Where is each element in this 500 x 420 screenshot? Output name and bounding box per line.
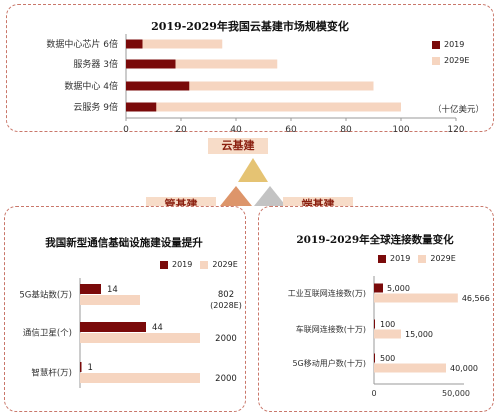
edge-chart-title: 2019-2029年全球连接数量变化 — [296, 234, 454, 246]
cloud-chart-title: 2019-2029年我国云基建市场规模变化 — [151, 20, 349, 33]
x-tick-label: 0 — [123, 125, 129, 135]
edge-panel — [258, 206, 494, 412]
value-label-2029e-note: (2028E) — [210, 301, 242, 310]
legend-swatch-2019 — [378, 254, 386, 263]
x-tick-label: 80 — [340, 125, 352, 135]
value-label-2029e: 2000 — [215, 334, 237, 344]
cloud-tag: 云基建 — [208, 138, 268, 154]
category-label: 服务器 3倍 — [73, 58, 118, 70]
value-label-2019: 500 — [380, 354, 395, 363]
bar-2019 — [126, 102, 157, 112]
pipe-chart-title: 我国新型通信基础设施建设量提升 — [45, 237, 203, 249]
category-label: 云服务 9倍 — [73, 101, 118, 113]
cloud-legend-2019: 2019 — [432, 40, 464, 49]
value-label-2029e: 802 — [218, 290, 234, 300]
category-label: 数据中心 4倍 — [64, 80, 118, 92]
x-tick-label: 50,000 — [442, 389, 470, 398]
legend-label-2029e: 2029E — [430, 254, 456, 263]
legend-label-2019: 2019 — [390, 254, 411, 263]
x-tick-label: 60 — [285, 125, 297, 135]
legend-swatch-2019 — [160, 260, 168, 269]
x-tick-label: 0 — [371, 389, 376, 398]
bar-2019 — [80, 362, 82, 372]
legend-swatch-2029e — [432, 56, 440, 65]
value-label-2019: 14 — [107, 285, 118, 295]
value-label-2019: 1 — [88, 363, 93, 373]
bar-2029e — [80, 373, 200, 383]
pipe-legend: 2019 2029E — [160, 260, 238, 269]
legend-label-2029e: 2029E — [444, 56, 470, 65]
bar-2029e — [126, 81, 374, 91]
value-label-2019: 44 — [152, 323, 163, 333]
edge-legend: 2019 2029E — [378, 254, 456, 263]
value-label-2029e: 46,566 — [462, 294, 490, 303]
legend-label-2029e: 2029E — [212, 260, 238, 269]
bar-2019 — [374, 319, 375, 329]
legend-label-2019: 2019 — [444, 40, 465, 49]
value-label-2029e: 15,000 — [405, 330, 433, 339]
category-label: 车联网连接数(十万) — [296, 324, 366, 334]
value-label-2029e: 2000 — [215, 374, 237, 384]
value-label-2019: 5,000 — [387, 284, 410, 293]
category-label: 通信卫星(个) — [23, 328, 72, 339]
x-tick-label: 20 — [175, 125, 187, 135]
bar-2029e — [80, 333, 200, 343]
legend-swatch-2029e — [200, 260, 209, 269]
bar-2029e — [126, 59, 278, 69]
category-label: 5G基站数(万) — [19, 290, 72, 301]
legend-swatch-2029e — [418, 254, 427, 263]
bar-2019 — [126, 59, 176, 69]
category-label: 智慧杆(万) — [31, 368, 72, 379]
x-tick-label: 120 — [447, 125, 464, 135]
cloud-legend-2029e: 2029E — [432, 56, 469, 65]
bar-2019 — [374, 353, 375, 363]
bar-2029e — [80, 295, 140, 305]
x-tick-label: 100 — [392, 125, 409, 135]
category-label: 5G移动用户数(十万) — [292, 358, 366, 368]
bar-2029e — [126, 39, 223, 49]
unit-note: （十亿美元） — [433, 104, 484, 115]
pipe-chart: 5G基站数(万) 14 802(2028E) 通信卫星(个) 44 2000 智慧杆(万) 1… — [19, 278, 242, 388]
bar-2019 — [374, 283, 383, 293]
bar-2029e — [374, 293, 458, 303]
bar-2019 — [80, 322, 146, 332]
x-tick-label: 40 — [230, 125, 242, 135]
value-label-2029e: 40,000 — [450, 364, 478, 373]
category-label: 工业互联网连接数(万) — [288, 288, 366, 298]
bar-2029e — [374, 329, 401, 339]
bar-2019 — [80, 284, 101, 294]
category-label: 数据中心芯片 6倍 — [46, 38, 118, 50]
bar-2029e — [374, 363, 446, 373]
legend-swatch-2019 — [432, 40, 440, 49]
bar-2019 — [126, 81, 190, 91]
legend-label-2019: 2019 — [172, 260, 193, 269]
bar-2019 — [126, 39, 143, 49]
recycle-icon — [220, 158, 286, 206]
bar-2029e — [126, 102, 401, 112]
value-label-2019: 100 — [380, 320, 395, 329]
